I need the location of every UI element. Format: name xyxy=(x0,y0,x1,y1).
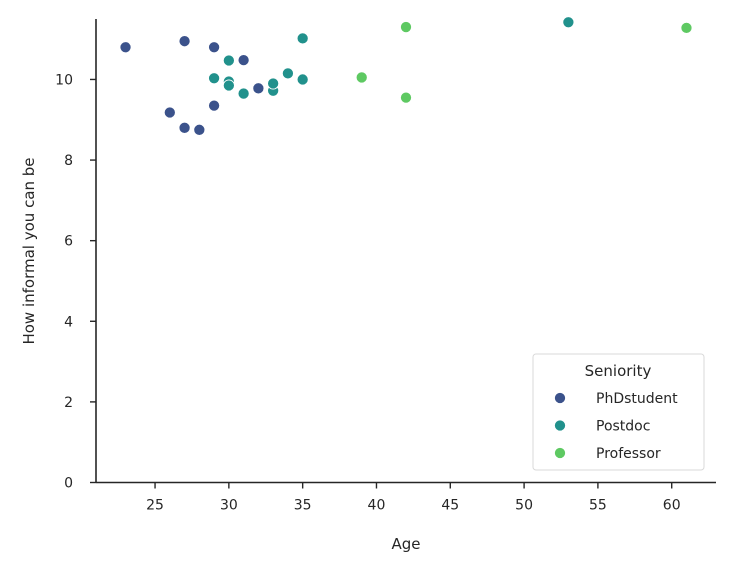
data-point xyxy=(296,32,309,45)
x-tick-label: 45 xyxy=(441,498,459,514)
data-point xyxy=(296,73,309,86)
data-points xyxy=(119,16,693,136)
series-professor xyxy=(355,21,693,104)
data-point xyxy=(163,106,176,119)
y-axis-label: How informal you can be xyxy=(20,157,38,344)
data-point xyxy=(208,99,221,112)
series-phdstudent xyxy=(119,35,265,136)
data-point xyxy=(208,41,221,54)
legend-item: Professor xyxy=(553,446,661,462)
data-point xyxy=(562,16,575,29)
data-point xyxy=(252,82,265,95)
data-point xyxy=(399,91,413,104)
legend: Seniority PhDstudent Postdoc Professor xyxy=(532,353,705,471)
data-point xyxy=(237,87,250,100)
y-tick-label: 10 xyxy=(55,72,73,88)
x-tick-label: 35 xyxy=(294,498,312,514)
x-tick-label: 30 xyxy=(220,498,238,514)
x-tick-label: 55 xyxy=(589,498,607,514)
axes: 25 30 35 40 45 50 55 60 0 2 4 6 8 10 xyxy=(55,19,716,514)
data-point xyxy=(208,72,221,85)
data-point xyxy=(355,71,368,84)
data-point xyxy=(680,21,693,34)
data-point xyxy=(193,123,206,136)
y-tick-label: 6 xyxy=(64,234,73,250)
y-tick-label: 0 xyxy=(64,476,73,492)
legend-title: Seniority xyxy=(585,362,652,380)
legend-label: Postdoc xyxy=(596,419,650,435)
data-point xyxy=(178,35,191,48)
data-point xyxy=(237,54,250,67)
y-tick-label: 2 xyxy=(64,395,73,411)
x-tick-label: 40 xyxy=(368,498,386,514)
y-tick-label: 4 xyxy=(64,314,73,330)
legend-box xyxy=(532,353,705,471)
data-point xyxy=(222,79,235,92)
data-point xyxy=(399,21,413,34)
data-point xyxy=(281,67,294,80)
x-ticks: 25 30 35 40 45 50 55 60 xyxy=(146,482,681,514)
x-tick-label: 60 xyxy=(663,498,681,514)
legend-marker xyxy=(553,391,567,405)
legend-items: PhDstudent Postdoc Professor xyxy=(553,391,678,462)
data-point xyxy=(119,41,132,54)
legend-marker xyxy=(553,446,567,460)
data-point xyxy=(178,121,191,134)
legend-marker xyxy=(553,419,567,432)
y-ticks: 0 2 4 6 8 10 xyxy=(55,72,96,492)
data-point xyxy=(267,77,280,90)
data-point xyxy=(222,54,235,67)
legend-label: PhDstudent xyxy=(596,391,678,407)
y-tick-label: 8 xyxy=(64,153,73,169)
x-tick-label: 50 xyxy=(515,498,533,514)
series-postdoc xyxy=(208,16,575,100)
x-axis-label: Age xyxy=(391,535,420,553)
x-tick-label: 25 xyxy=(146,498,164,514)
legend-item: Postdoc xyxy=(553,419,650,435)
legend-item: PhDstudent xyxy=(553,391,678,407)
legend-label: Professor xyxy=(596,446,661,462)
